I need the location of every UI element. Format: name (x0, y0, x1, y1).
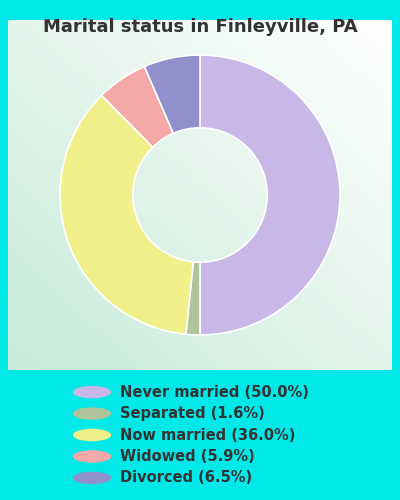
Wedge shape (200, 55, 340, 335)
Circle shape (73, 450, 111, 462)
Text: Never married (50.0%): Never married (50.0%) (120, 384, 309, 400)
Text: Separated (1.6%): Separated (1.6%) (120, 406, 265, 421)
Wedge shape (102, 66, 173, 147)
Wedge shape (60, 96, 193, 334)
Wedge shape (144, 55, 200, 134)
Circle shape (73, 472, 111, 484)
Circle shape (73, 429, 111, 441)
Text: Marital status in Finleyville, PA: Marital status in Finleyville, PA (43, 18, 357, 36)
Circle shape (73, 408, 111, 420)
Wedge shape (186, 262, 200, 335)
Circle shape (73, 386, 111, 398)
Text: Widowed (5.9%): Widowed (5.9%) (120, 449, 255, 464)
Text: Divorced (6.5%): Divorced (6.5%) (120, 470, 252, 486)
Text: Now married (36.0%): Now married (36.0%) (120, 428, 295, 442)
